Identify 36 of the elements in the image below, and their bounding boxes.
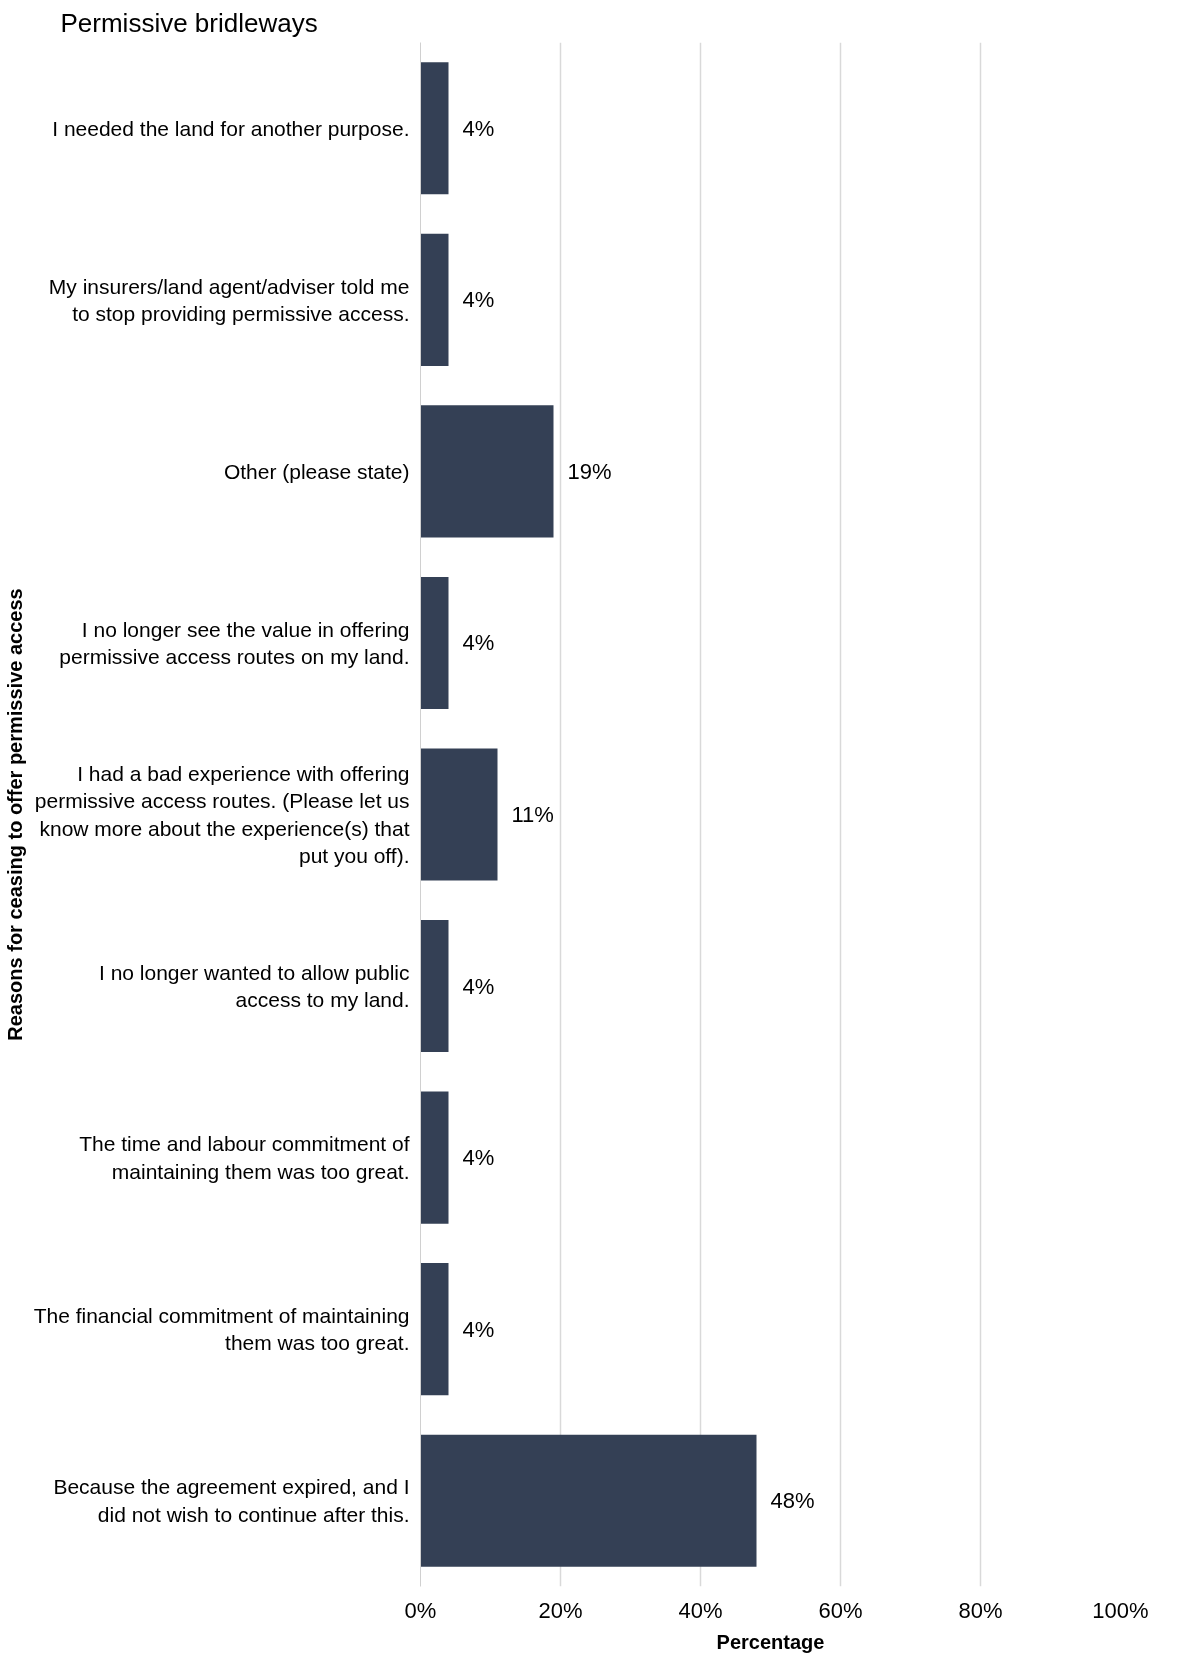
bar bbox=[420, 1434, 757, 1567]
y-tick-label: Other (please state) bbox=[223, 459, 410, 483]
y-tick-label: I had a bad experience with offering permissive access routes. (Please let us know more about the experience(s) that put you off). bbox=[34, 761, 410, 868]
bar bbox=[420, 920, 449, 1053]
y-tick-label: Because the agreement expired, and I did not wish to continue after this. bbox=[53, 1475, 410, 1527]
data-label: 4% bbox=[462, 287, 495, 313]
x-tick-label: 100% bbox=[1092, 1597, 1149, 1623]
y-axis-title: Reasons for ceasing to offer permissive access bbox=[3, 588, 26, 1041]
y-tick-label: The time and labour commitment of maintaining them was too great. bbox=[79, 1132, 410, 1183]
bar bbox=[420, 405, 554, 538]
x-tick-label: 80% bbox=[958, 1597, 1003, 1623]
x-axis-title: Percentage bbox=[716, 1630, 825, 1653]
data-label: 48% bbox=[770, 1488, 815, 1514]
y-tick-label: I no longer see the value in offering permissive access routes on my land. bbox=[59, 617, 410, 669]
bar bbox=[420, 1091, 449, 1224]
bar bbox=[420, 233, 449, 366]
y-tick-label: I needed the land for another purpose. bbox=[52, 116, 410, 140]
data-label: 4% bbox=[462, 115, 495, 141]
bar bbox=[420, 576, 449, 709]
bar bbox=[420, 1263, 449, 1396]
y-tick-label: The financial commitment of maintaining them was too great. bbox=[33, 1303, 410, 1355]
x-tick-label: 60% bbox=[818, 1597, 863, 1623]
bar bbox=[420, 62, 449, 195]
data-label: 4% bbox=[462, 1145, 495, 1171]
data-label: 11% bbox=[511, 802, 554, 827]
x-tick-label: 0% bbox=[404, 1597, 437, 1623]
x-tick-label: 20% bbox=[538, 1597, 583, 1623]
data-label: 19% bbox=[567, 458, 612, 484]
bar bbox=[420, 748, 498, 881]
text: Permissive bridleways bbox=[60, 7, 318, 38]
data-label: 4% bbox=[462, 1316, 495, 1342]
data-label: 4% bbox=[462, 630, 495, 656]
data-label: 4% bbox=[462, 973, 495, 999]
y-tick-label: I no longer wanted to allow public access to my land. bbox=[98, 960, 410, 1012]
x-tick-label: 40% bbox=[678, 1597, 723, 1623]
y-tick-label: My insurers/land agent/adviser told me to stop providing permissive access. bbox=[48, 274, 410, 326]
